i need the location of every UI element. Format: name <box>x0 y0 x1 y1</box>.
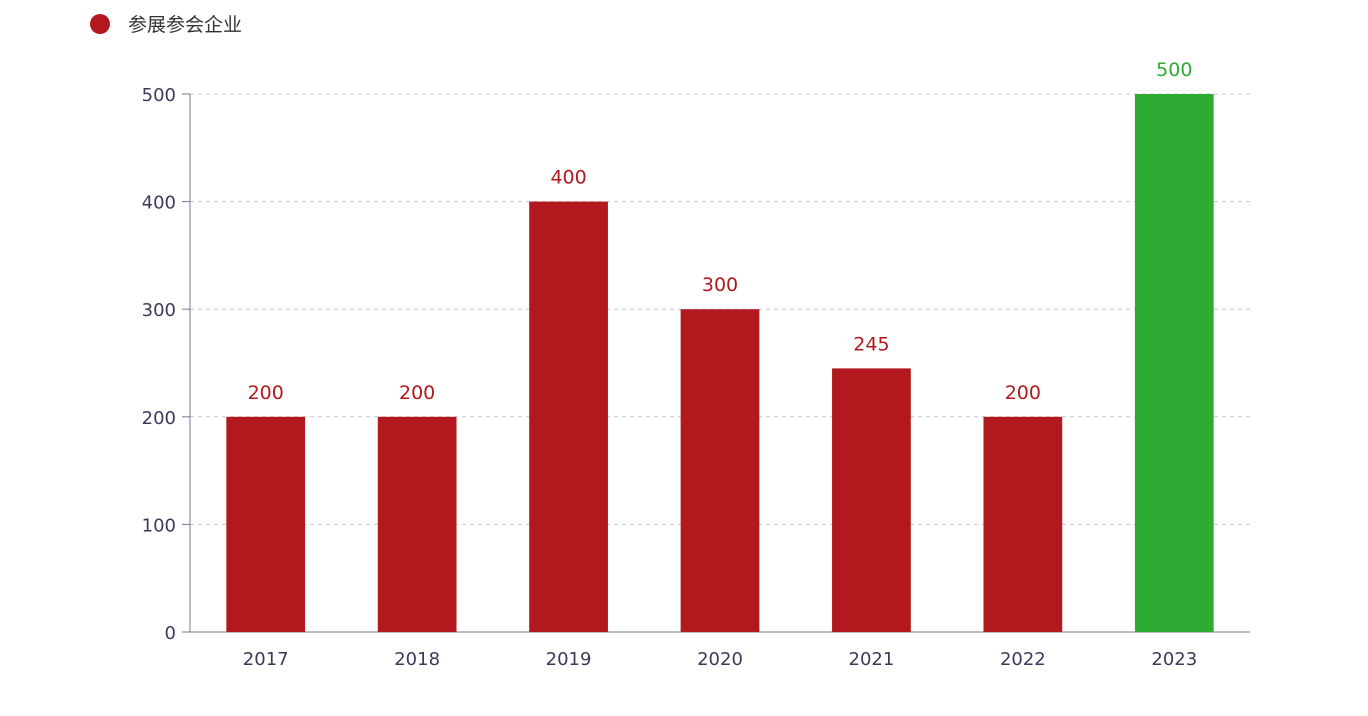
y-tick-label: 0 <box>165 623 176 644</box>
x-axis: 2017 2018 2019 2020 2021 2022 2023 <box>190 631 1250 670</box>
x-tick-label-2021: 2021 <box>849 649 895 670</box>
x-tick-label-2017: 2017 <box>243 649 289 670</box>
bar-2018 <box>377 416 457 632</box>
legend: 参展参会企业 <box>90 14 242 36</box>
bar-2021 <box>832 368 911 632</box>
legend-label: 参展参会企业 <box>128 14 242 36</box>
value-label-2023: 500 <box>1156 59 1192 81</box>
bar-2023 <box>1134 94 1214 632</box>
y-axis: 0 100 200 300 400 500 <box>142 85 191 644</box>
value-label-2022: 200 <box>1005 382 1041 404</box>
x-tick-label-2023: 2023 <box>1151 649 1197 670</box>
value-label-2021: 245 <box>853 333 889 355</box>
y-tick-label: 400 <box>142 193 176 214</box>
bar-2020 <box>680 309 760 632</box>
y-tick-label: 100 <box>142 515 176 536</box>
value-labels: 200 200 400 300 245 200 500 <box>248 59 1193 404</box>
value-label-2019: 400 <box>550 167 586 189</box>
value-label-2017: 200 <box>248 382 284 404</box>
bar-2019 <box>529 201 608 632</box>
value-label-2018: 200 <box>399 382 435 404</box>
value-label-2020: 300 <box>702 274 738 296</box>
x-tick-label-2018: 2018 <box>394 649 440 670</box>
legend-marker <box>90 14 110 34</box>
y-tick-label: 500 <box>142 85 176 106</box>
bars <box>226 94 1214 632</box>
x-tick-label-2022: 2022 <box>1000 649 1046 670</box>
x-tick-label-2019: 2019 <box>546 649 592 670</box>
y-tick-label: 300 <box>142 300 176 321</box>
x-tick-label-2020: 2020 <box>697 649 743 670</box>
y-tick-label: 200 <box>142 408 176 429</box>
bar-2017 <box>226 416 306 632</box>
bar-2022 <box>983 416 1063 632</box>
